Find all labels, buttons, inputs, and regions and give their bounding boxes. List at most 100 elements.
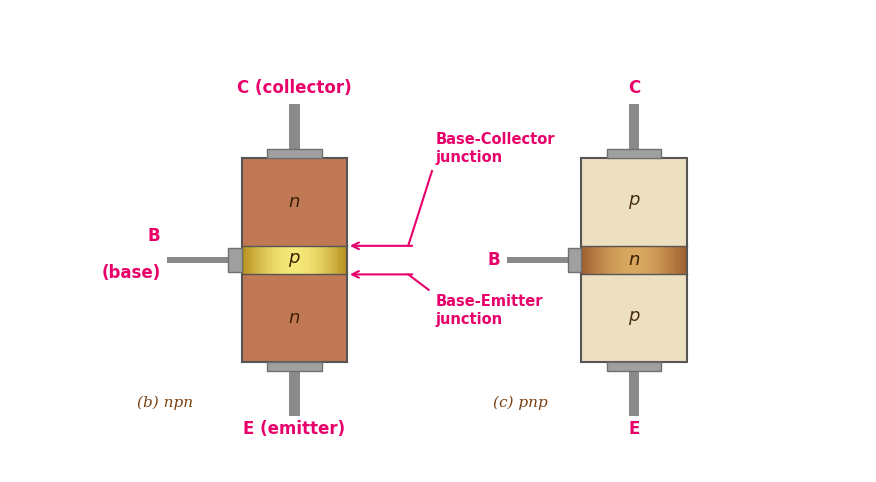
Bar: [678, 246, 681, 274]
Text: Base-Collector
junction: Base-Collector junction: [435, 132, 555, 165]
Bar: [682, 246, 684, 274]
Text: C: C: [628, 79, 640, 97]
Bar: [326, 246, 328, 274]
Bar: [321, 246, 323, 274]
Bar: [272, 246, 274, 274]
Bar: [242, 274, 347, 362]
Bar: [506, 257, 568, 263]
Bar: [582, 158, 687, 246]
Bar: [622, 246, 624, 274]
Bar: [680, 246, 682, 274]
Bar: [594, 246, 596, 274]
Bar: [634, 246, 636, 274]
Bar: [308, 246, 311, 274]
Bar: [270, 246, 272, 274]
Text: $n$: $n$: [288, 193, 300, 211]
Bar: [338, 246, 341, 274]
Bar: [229, 248, 242, 272]
Bar: [639, 246, 641, 274]
Bar: [590, 246, 592, 274]
Text: B: B: [487, 251, 500, 269]
Bar: [289, 104, 300, 149]
Bar: [310, 246, 313, 274]
Bar: [596, 246, 597, 274]
Text: C (collector): C (collector): [237, 79, 352, 97]
Bar: [625, 246, 627, 274]
Bar: [610, 246, 611, 274]
Bar: [675, 246, 677, 274]
Bar: [279, 246, 281, 274]
Bar: [298, 246, 300, 274]
Bar: [259, 246, 262, 274]
Bar: [345, 246, 348, 274]
Bar: [632, 246, 634, 274]
Bar: [340, 246, 343, 274]
Text: B: B: [148, 228, 160, 245]
Bar: [582, 158, 687, 362]
Bar: [267, 149, 321, 158]
Bar: [301, 246, 304, 274]
Text: $p$: $p$: [627, 309, 640, 327]
Bar: [592, 246, 594, 274]
Text: $n$: $n$: [288, 309, 300, 327]
Bar: [599, 246, 601, 274]
Bar: [275, 246, 278, 274]
Bar: [331, 246, 334, 274]
Bar: [604, 246, 606, 274]
Bar: [617, 246, 618, 274]
Bar: [333, 246, 336, 274]
Bar: [582, 246, 583, 274]
Bar: [628, 104, 639, 149]
Bar: [286, 246, 288, 274]
Bar: [242, 158, 347, 362]
Bar: [666, 246, 668, 274]
Bar: [267, 362, 321, 372]
Bar: [312, 246, 314, 274]
Bar: [314, 246, 316, 274]
Text: E: E: [628, 420, 639, 438]
Bar: [252, 246, 255, 274]
Bar: [669, 246, 672, 274]
Bar: [296, 246, 299, 274]
Bar: [324, 246, 327, 274]
Text: $p$: $p$: [627, 193, 640, 211]
Bar: [289, 246, 292, 274]
Bar: [589, 246, 590, 274]
Bar: [266, 246, 269, 274]
Bar: [291, 246, 293, 274]
Bar: [245, 246, 248, 274]
Bar: [646, 246, 648, 274]
Bar: [643, 246, 645, 274]
Bar: [336, 246, 339, 274]
Bar: [287, 246, 290, 274]
Bar: [249, 246, 251, 274]
Bar: [293, 246, 295, 274]
Bar: [676, 246, 679, 274]
Bar: [607, 149, 661, 158]
Bar: [603, 246, 604, 274]
Bar: [280, 246, 283, 274]
Bar: [303, 246, 306, 274]
Bar: [685, 246, 688, 274]
Bar: [247, 246, 250, 274]
Bar: [251, 246, 253, 274]
Bar: [244, 246, 246, 274]
Bar: [650, 246, 652, 274]
Bar: [661, 246, 662, 274]
Bar: [615, 246, 617, 274]
Bar: [657, 246, 659, 274]
Bar: [608, 246, 610, 274]
Bar: [258, 246, 260, 274]
Text: (b) npn: (b) npn: [137, 396, 193, 411]
Bar: [583, 246, 585, 274]
Bar: [319, 246, 321, 274]
Bar: [668, 246, 670, 274]
Bar: [648, 246, 650, 274]
Bar: [282, 246, 285, 274]
Bar: [638, 246, 639, 274]
Bar: [629, 246, 631, 274]
Bar: [342, 246, 344, 274]
Bar: [265, 246, 267, 274]
Bar: [613, 246, 615, 274]
Bar: [263, 246, 265, 274]
